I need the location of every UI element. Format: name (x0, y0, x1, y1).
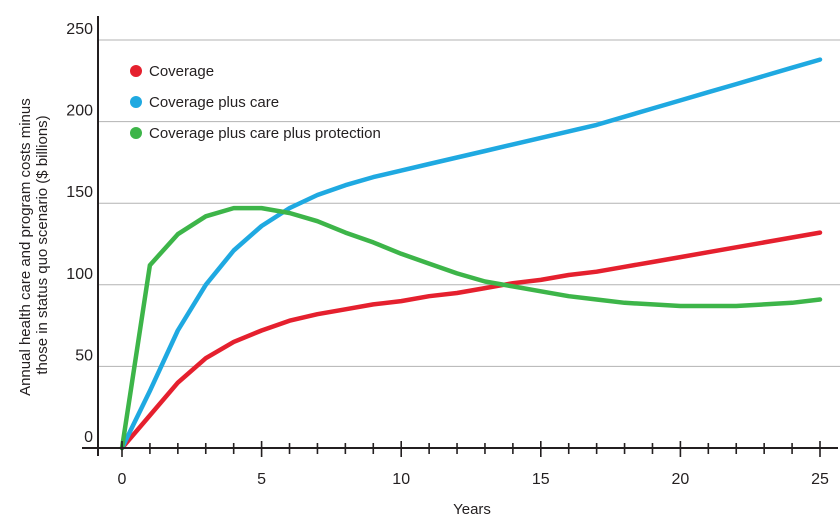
x-tick-label-25: 25 (811, 471, 829, 488)
gridlines (98, 39, 840, 367)
axes (82, 16, 838, 457)
legend-label-coverage: Coverage (149, 63, 214, 80)
y-axis-title: Annual health care and program costs min… (17, 94, 51, 396)
x-tick-label-15: 15 (532, 471, 550, 488)
series-line-coverage (119, 230, 823, 451)
legend: Coverage Coverage plus care Coverage plu… (130, 63, 381, 142)
y-tick-label-200: 200 (66, 103, 93, 120)
x-tick-label-5: 5 (257, 471, 266, 488)
legend-label-coverage-plus-care: Coverage plus care (149, 94, 279, 111)
x-tick-label-0: 0 (118, 471, 127, 488)
y-tick-label-150: 150 (66, 184, 93, 201)
tick-labels: 0 50 100 150 200 250 0 5 10 15 20 25 (66, 21, 829, 488)
y-tick-label-50: 50 (75, 347, 93, 364)
x-axis-title: Years (453, 501, 491, 517)
legend-swatch-coverage-plus-care-plus-protection (130, 127, 142, 139)
legend-item-coverage-plus-care: Coverage plus care (130, 94, 279, 111)
series-line-coverage-plus-care-plus-protection (119, 205, 823, 451)
legend-item-coverage-plus-care-plus-protection: Coverage plus care plus protection (130, 125, 381, 142)
y-tick-label-0: 0 (84, 429, 93, 446)
y-tick-label-250: 250 (66, 21, 93, 38)
legend-item-coverage: Coverage (130, 63, 214, 80)
legend-swatch-coverage (130, 65, 142, 77)
y-axis-title-line-2: those in status quo scenario ($ billions… (34, 115, 51, 374)
y-tick-label-100: 100 (66, 266, 93, 283)
y-axis-title-line-1: Annual health care and program costs min… (17, 98, 34, 396)
series-line-coverage-plus-care (119, 57, 823, 451)
legend-swatch-coverage-plus-care (130, 96, 142, 108)
series-lines (119, 57, 823, 451)
x-tick-label-10: 10 (392, 471, 410, 488)
legend-label-coverage-plus-care-plus-protection: Coverage plus care plus protection (149, 125, 381, 142)
x-tick-label-20: 20 (672, 471, 690, 488)
